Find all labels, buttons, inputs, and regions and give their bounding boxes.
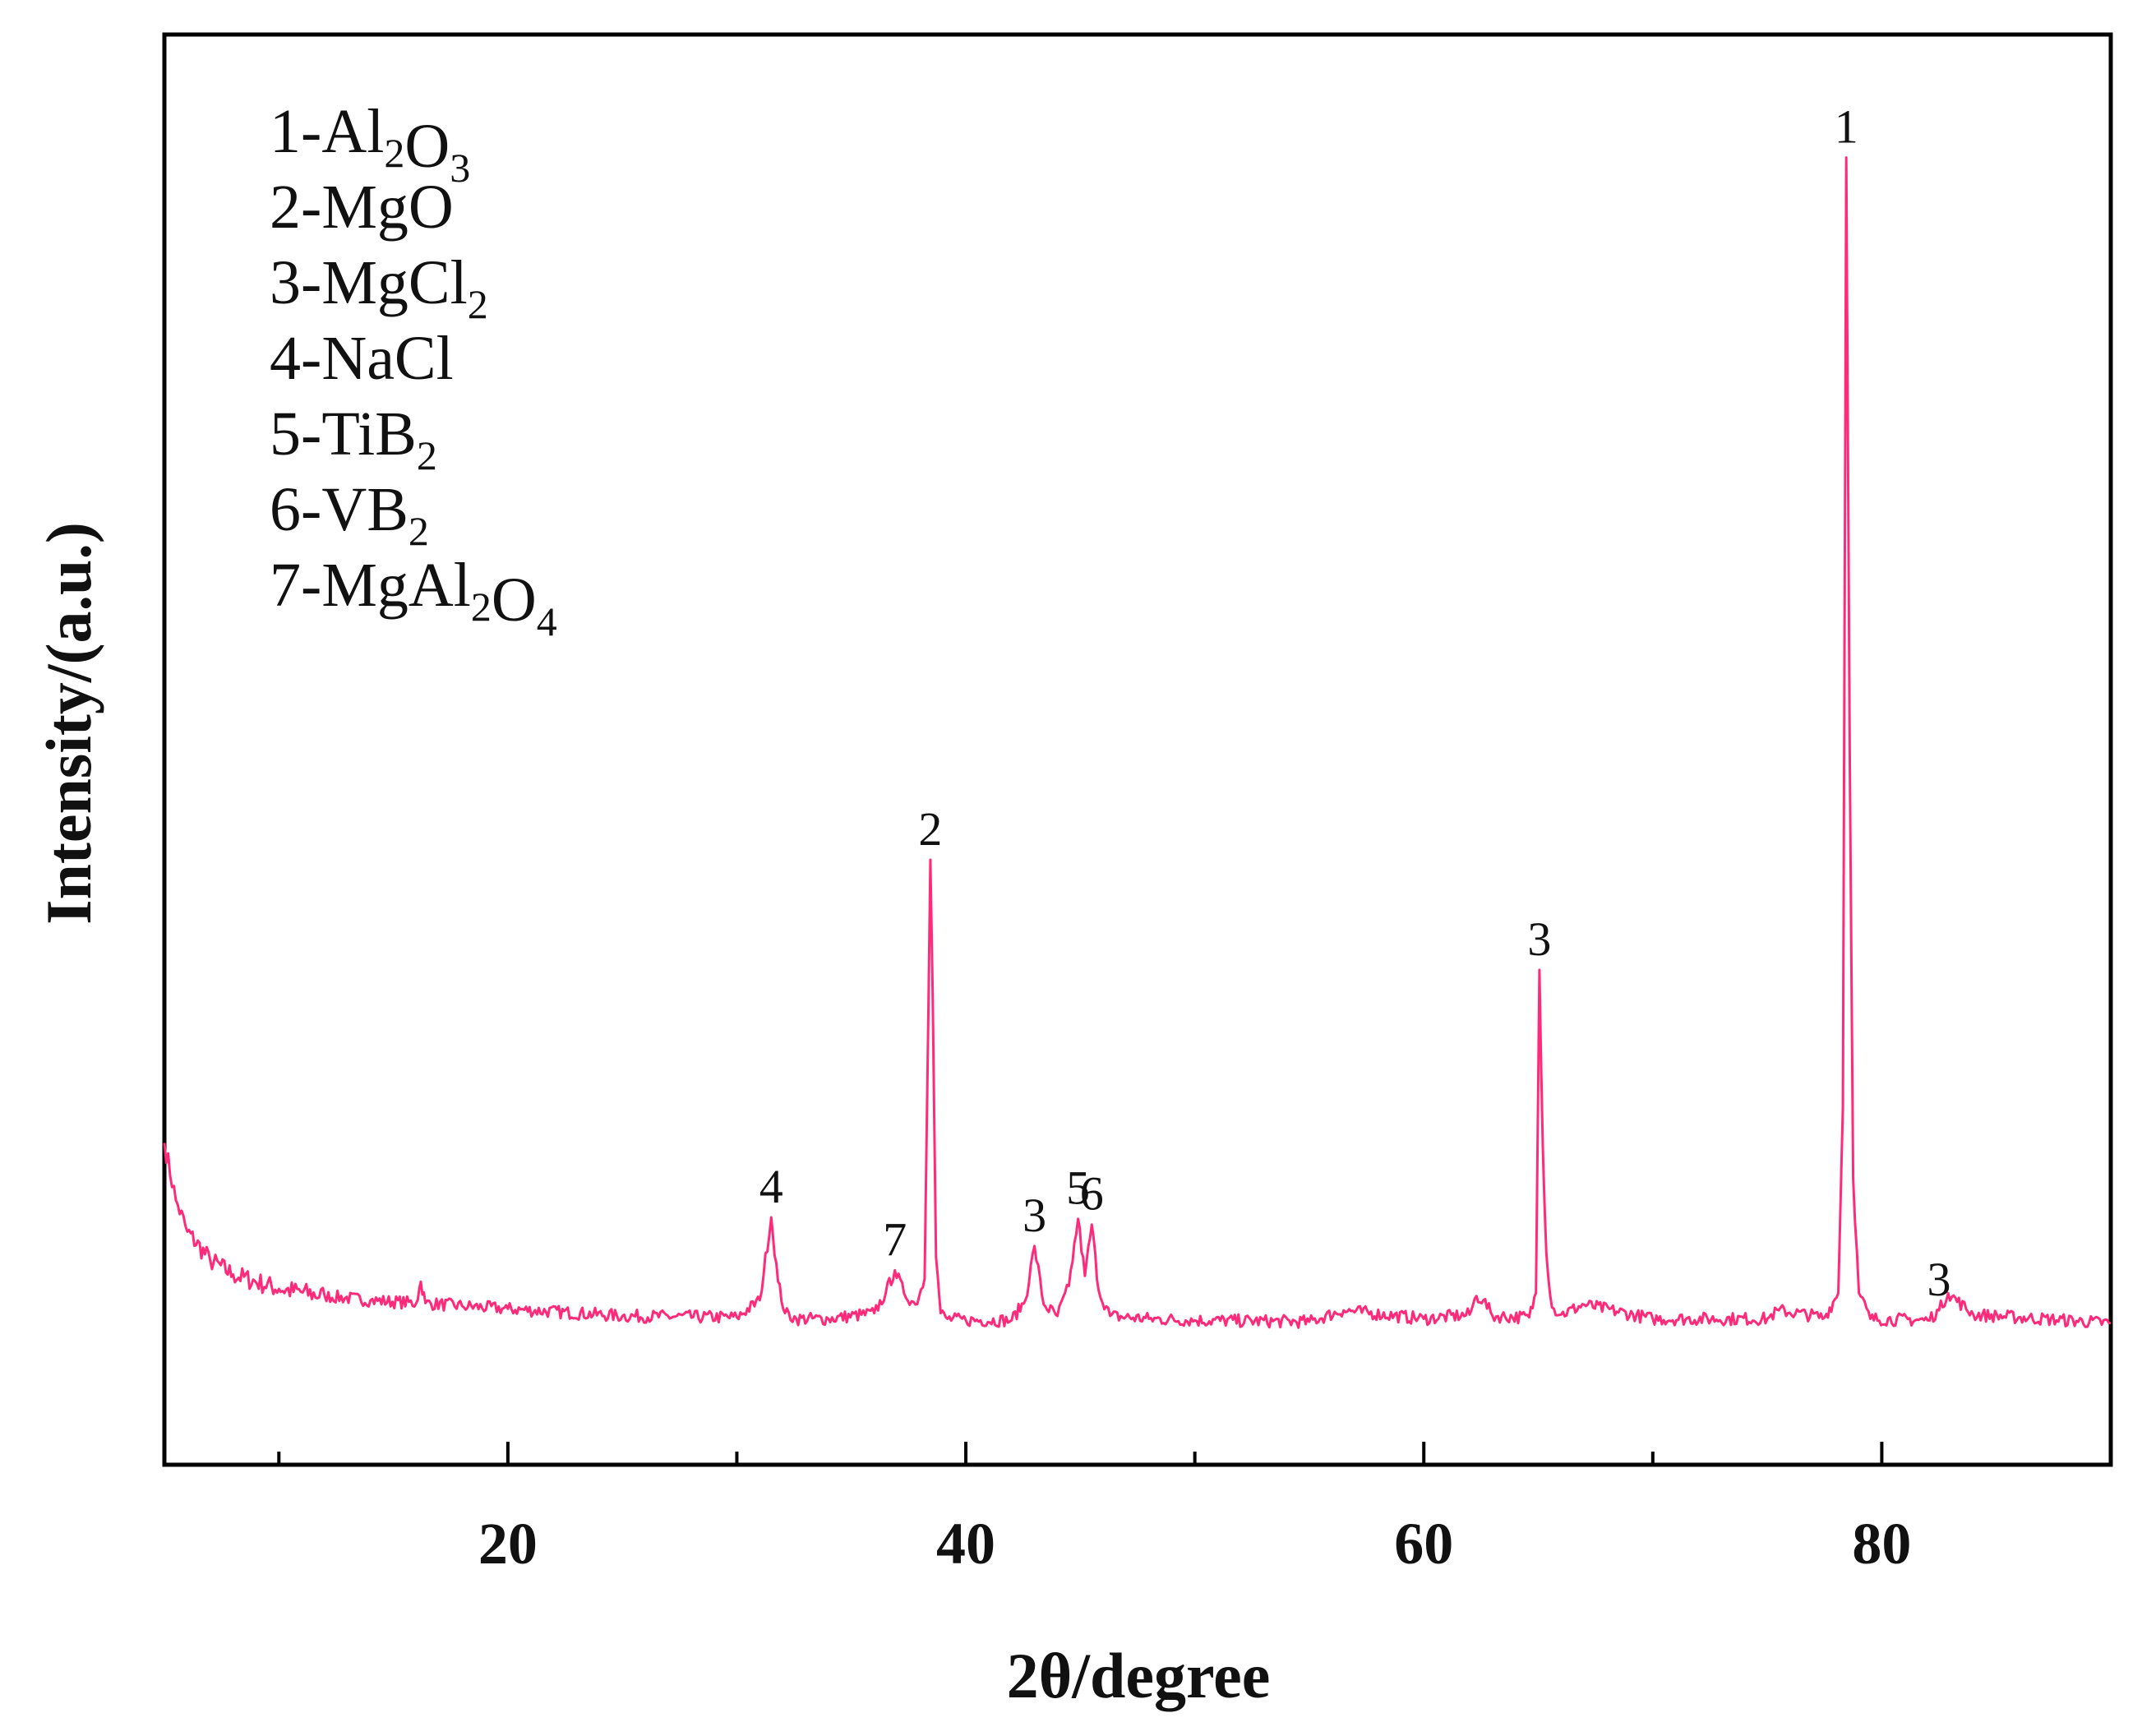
series-line <box>163 156 2112 1329</box>
peak-label: 3 <box>1927 1253 1951 1306</box>
peak-label: 1 <box>1835 100 1858 154</box>
x-tick-label: 80 <box>1852 1511 1911 1577</box>
x-axis-tick-labels: 20 40 60 80 <box>478 1511 1912 1577</box>
peak-label: 3 <box>1527 912 1551 966</box>
x-axis-title: 2θ/degree <box>1007 1640 1271 1711</box>
peak-label: 6 <box>1080 1167 1104 1221</box>
legend-entry: 7-MgAl2O4 <box>270 551 557 644</box>
peak-label: 2 <box>918 802 942 856</box>
peak-label: 7 <box>883 1212 907 1266</box>
legend-entry: 1-Al2O3 <box>270 97 470 191</box>
x-tick-label: 20 <box>478 1511 538 1577</box>
x-tick-label: 60 <box>1394 1511 1453 1577</box>
peak-label: 4 <box>759 1160 783 1213</box>
legend: 1-Al2O32-MgO3-MgCl24-NaCl5-TiB26-VB27-Mg… <box>270 97 557 644</box>
legend-entry: 3-MgCl2 <box>270 248 488 327</box>
legend-entry: 2-MgO <box>270 173 454 242</box>
plot-frame <box>162 32 2113 1467</box>
legend-entry: 4-NaCl <box>270 324 454 393</box>
y-axis-title: Intensity/(a.u.) <box>33 522 104 925</box>
x-tick-label: 40 <box>936 1511 995 1577</box>
legend-entry: 6-VB2 <box>270 475 429 554</box>
peak-label: 5 <box>1066 1161 1090 1215</box>
legend-entry: 5-TiB2 <box>270 399 437 478</box>
plot-border <box>162 32 2113 1467</box>
x-axis-ticks <box>277 1442 1884 1465</box>
peak-label: 3 <box>1023 1189 1046 1242</box>
